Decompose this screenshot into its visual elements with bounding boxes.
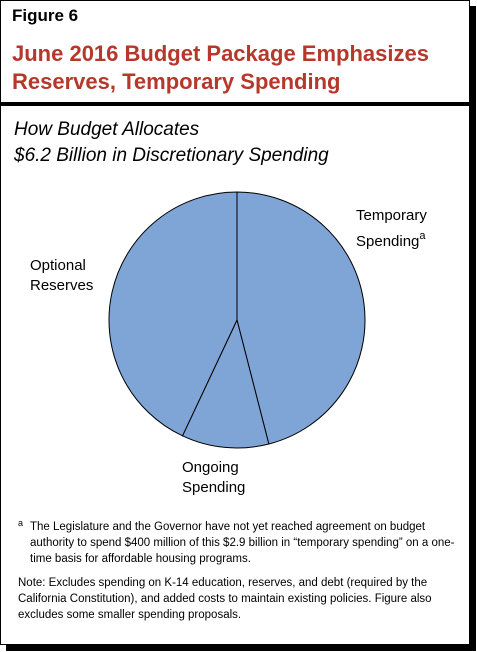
reserves-label-line-2: Reserves bbox=[30, 277, 94, 294]
label-optional-reserves: Optional Reserves bbox=[30, 256, 93, 296]
chart-note: Note: Excludes spending on K-14 educatio… bbox=[18, 577, 432, 621]
ongoing-label-line-1: Ongoing bbox=[182, 459, 239, 476]
pie-slice-optional-reserves bbox=[108, 191, 238, 437]
footnote-marker: a bbox=[18, 518, 24, 528]
footnote-text: The Legislature and the Governor have no… bbox=[30, 521, 455, 565]
footnote: a The Legislature and the Governor have … bbox=[18, 518, 458, 567]
frame-shadow-bottom bbox=[6, 645, 476, 651]
subtitle-line-1: How Budget Allocates bbox=[14, 119, 200, 140]
pie-slice-temporary-spending bbox=[236, 191, 366, 445]
temporary-label-line-1: Temporary bbox=[356, 207, 427, 224]
title-line-2: Reserves, Temporary Spending bbox=[12, 69, 341, 94]
title-rule bbox=[0, 102, 470, 106]
temporary-label-line-2: Spending bbox=[356, 233, 420, 250]
figure-label: Figure 6 bbox=[12, 6, 79, 25]
pie-slice-ongoing-spending bbox=[181, 318, 270, 449]
reserves-label-line-1: Optional bbox=[30, 257, 86, 274]
label-ongoing-spending: Ongoing Spending bbox=[182, 458, 245, 498]
title-line-1: June 2016 Budget Package Emphasizes bbox=[12, 41, 429, 66]
frame-shadow-right bbox=[470, 6, 476, 651]
label-temporary-spending: Temporary Spendinga bbox=[356, 206, 427, 252]
chart-subtitle: How Budget Allocates $6.2 Billion in Dis… bbox=[14, 117, 329, 169]
ongoing-label-line-2: Spending bbox=[182, 479, 246, 496]
figure-title: June 2016 Budget Package Emphasizes Rese… bbox=[12, 40, 462, 96]
temporary-footnote-marker: a bbox=[419, 230, 426, 242]
subtitle-line-2: $6.2 Billion in Discretionary Spending bbox=[14, 145, 329, 166]
pie-chart bbox=[108, 191, 366, 449]
